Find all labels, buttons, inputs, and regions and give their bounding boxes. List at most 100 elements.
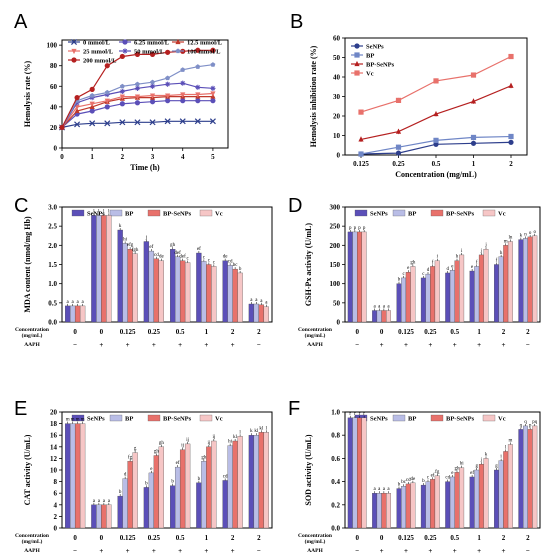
x-tick-label: 0.5 (432, 160, 441, 168)
significance-letter: k (520, 234, 523, 239)
significance-letter: gh (455, 466, 461, 471)
concentration-label: Concentration (298, 327, 332, 333)
significance-letter: p (529, 423, 532, 428)
significance-letter: l (108, 209, 110, 214)
bar (122, 478, 128, 529)
data-point (180, 80, 186, 86)
bar (201, 461, 207, 529)
bar (158, 260, 165, 323)
x-tick-label: 0.125 (120, 328, 136, 336)
significance-letter: b (398, 278, 401, 283)
data-point (104, 120, 111, 127)
legend-swatch (199, 209, 213, 217)
significance-letter: p (354, 226, 357, 231)
bar (376, 310, 382, 323)
y-tick-label: 100 (330, 280, 341, 288)
bar (527, 236, 533, 323)
significance-letter: c (422, 272, 425, 277)
significance-letter: e (451, 264, 454, 269)
bar (117, 229, 123, 323)
significance-letter: e (471, 265, 474, 270)
x-tick-label: 2 (502, 328, 506, 336)
x-tick-label: 1 (205, 328, 209, 336)
legend-label: 50 mmol/L (134, 48, 165, 55)
data-point (165, 98, 171, 104)
data-point (74, 95, 80, 101)
significance-letter: ij (186, 438, 189, 443)
bar (184, 443, 191, 529)
x-tick-label: 0 (355, 328, 359, 336)
concentration-unit: (mg/mL) (305, 332, 326, 339)
x-tick-label: 0 (380, 328, 384, 336)
significance-letter: ef (197, 247, 201, 252)
bar (498, 256, 504, 323)
bar (518, 429, 524, 529)
x-tick-label: 0.25 (424, 328, 437, 336)
data-point (508, 133, 514, 140)
significance-letter: gh (159, 441, 165, 446)
bar (253, 303, 260, 323)
bar (248, 303, 255, 323)
data-point (134, 94, 141, 100)
bar (196, 482, 202, 529)
significance-letter: kl (233, 435, 238, 440)
legend-label: SeNPs (370, 416, 388, 423)
y-tick-label: 0.6 (331, 455, 340, 463)
significance-letter: c (186, 257, 189, 262)
data-point (433, 78, 439, 84)
significance-letter: h (456, 255, 459, 260)
significance-letter: j (145, 236, 147, 241)
significance-letter: pq (532, 420, 538, 425)
legend-marker (122, 48, 128, 54)
significance-letter: l (239, 430, 241, 435)
significance-letter: m (508, 438, 512, 443)
panel-label-f: F (288, 398, 300, 420)
y-tick-label: 0 (54, 145, 58, 153)
data-point (149, 119, 156, 126)
bar (372, 493, 378, 529)
bar (507, 241, 513, 323)
bar (434, 260, 440, 323)
bar (503, 245, 509, 323)
y-tick-label: 3.0 (48, 204, 57, 212)
concentration-label: Concentration (298, 533, 332, 539)
aaph-sign: + (204, 341, 208, 349)
data-point (134, 51, 141, 58)
significance-letter: l (505, 445, 507, 450)
aaph-sign: + (453, 547, 457, 555)
data-point (180, 67, 186, 72)
x-tick-label: 2 (231, 328, 235, 336)
y-tick-label: 40 (333, 74, 341, 82)
bar (79, 423, 86, 529)
bar (507, 444, 513, 529)
significance-letter: gh (410, 260, 416, 265)
bar (478, 254, 484, 323)
legend-swatch (147, 414, 161, 422)
significance-letter: a (250, 298, 253, 303)
bar (445, 481, 451, 529)
bar (148, 250, 155, 323)
aaph-sign: + (204, 547, 208, 555)
y-tick-label: 20 (50, 124, 58, 132)
bar (357, 417, 362, 529)
aaph-sign: + (178, 341, 182, 349)
data-point (179, 118, 186, 125)
significance-letter: r (354, 412, 356, 417)
significance-letter: p (349, 226, 352, 231)
legend-swatch (392, 209, 406, 217)
significance-letter: e (451, 471, 454, 476)
x-tick-label: 2 (257, 534, 261, 542)
significance-letter: m (66, 418, 70, 423)
bar (132, 452, 138, 529)
bar (169, 485, 176, 529)
significance-letter: gh (154, 450, 160, 455)
bar (101, 215, 107, 323)
aaph-sign: − (257, 341, 261, 349)
legend-marker (175, 48, 181, 54)
data-point (149, 93, 156, 99)
aaph-sign: + (126, 547, 130, 555)
panel-label-c: C (14, 195, 28, 217)
bar (74, 305, 81, 323)
bar (405, 272, 411, 323)
legend-swatch (109, 209, 123, 217)
